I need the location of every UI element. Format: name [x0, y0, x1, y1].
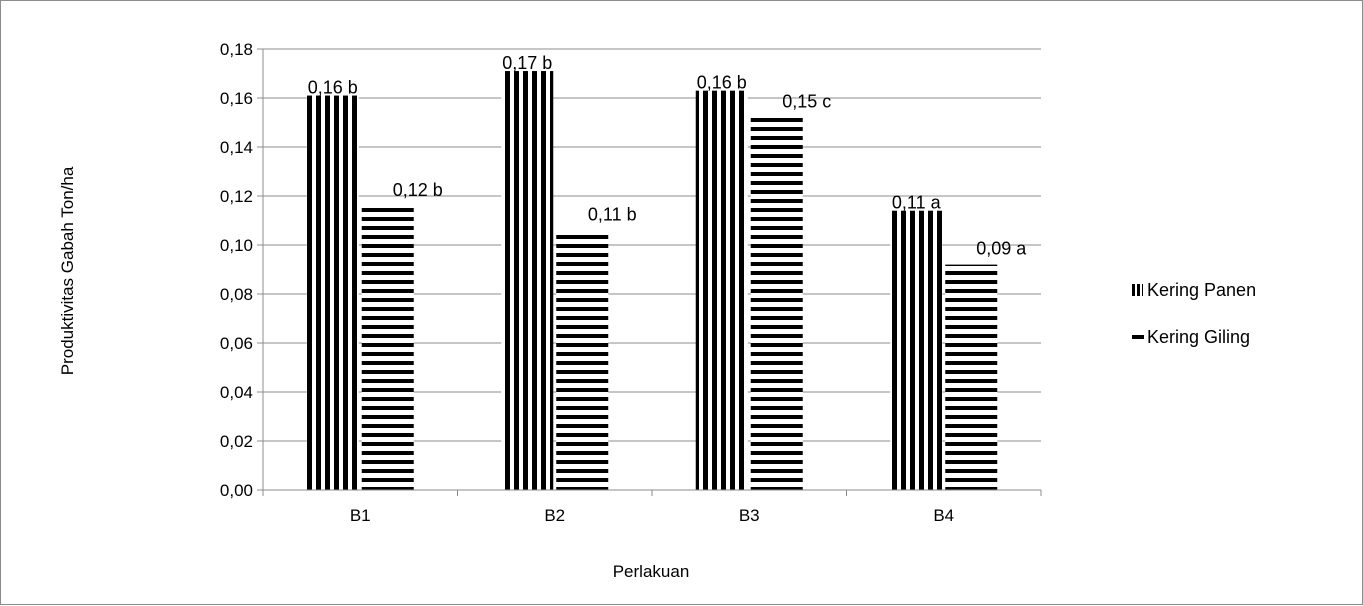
- data-label: 0,17 b: [502, 53, 552, 73]
- x-tick-label: B2: [544, 506, 565, 525]
- y-tick-label: 0,04: [220, 383, 253, 402]
- y-tick-label: 0,06: [220, 334, 253, 353]
- data-label: 0,15 c: [782, 92, 831, 112]
- bar-kering-giling: [750, 117, 803, 490]
- y-tick-label: 0,14: [220, 138, 253, 157]
- swatch-stripe: [1132, 284, 1135, 296]
- bar-kering-panen: [695, 90, 748, 491]
- bar-kering-giling: [361, 205, 414, 491]
- legend-swatch-kering-giling: [1132, 335, 1144, 339]
- bars: [306, 71, 998, 491]
- data-label: 0,11 a: [892, 193, 942, 213]
- data-label: 0,12 b: [393, 180, 443, 200]
- legend-label: Kering Giling: [1147, 327, 1250, 347]
- data-label: 0,11 b: [588, 204, 637, 224]
- bar-kering-giling: [945, 264, 998, 490]
- y-tick-label: 0,10: [220, 236, 253, 255]
- x-tick-label: B3: [739, 506, 760, 525]
- bar-kering-panen: [890, 210, 943, 490]
- y-tick-label: 0,16: [220, 89, 253, 108]
- x-axis-title: Perlakuan: [613, 562, 690, 581]
- data-label: 0,09 a: [976, 239, 1027, 259]
- legend-swatch-kering-panen: [1132, 284, 1143, 296]
- data-label: 0,16 b: [697, 73, 747, 93]
- data-labels: 0,16 b 0,12 b 0,17 b 0,11 b 0,16 b 0,15 c 0,11…: [308, 53, 1028, 259]
- x-tick-label: B1: [350, 506, 371, 525]
- x-tick-label: B4: [933, 506, 954, 525]
- y-tick-label: 0,08: [220, 285, 253, 304]
- y-tick-label: 0,02: [220, 432, 253, 451]
- y-axis-title: Produktivitas Gabah Ton/ha: [58, 166, 77, 375]
- swatch-stripe: [1137, 284, 1140, 296]
- axes: 0,00 0,02 0,04 0,06 0,08 0,10 0,12 0,14 0,16 0,18…: [220, 40, 1042, 525]
- y-tick-label: 0,18: [220, 40, 253, 59]
- legend-label: Kering Panen: [1147, 280, 1256, 300]
- bar-kering-panen: [306, 95, 359, 491]
- swatch-stripe: [1142, 284, 1143, 296]
- data-label: 0,16 b: [308, 78, 358, 98]
- legend: Kering Panen Kering Giling: [1132, 280, 1256, 347]
- bar-kering-giling: [556, 230, 609, 491]
- y-tick-label: 0,12: [220, 187, 253, 206]
- swatch-stripe: [1132, 335, 1144, 339]
- bar-kering-panen: [501, 71, 554, 491]
- y-tick-label: 0,00: [220, 481, 253, 500]
